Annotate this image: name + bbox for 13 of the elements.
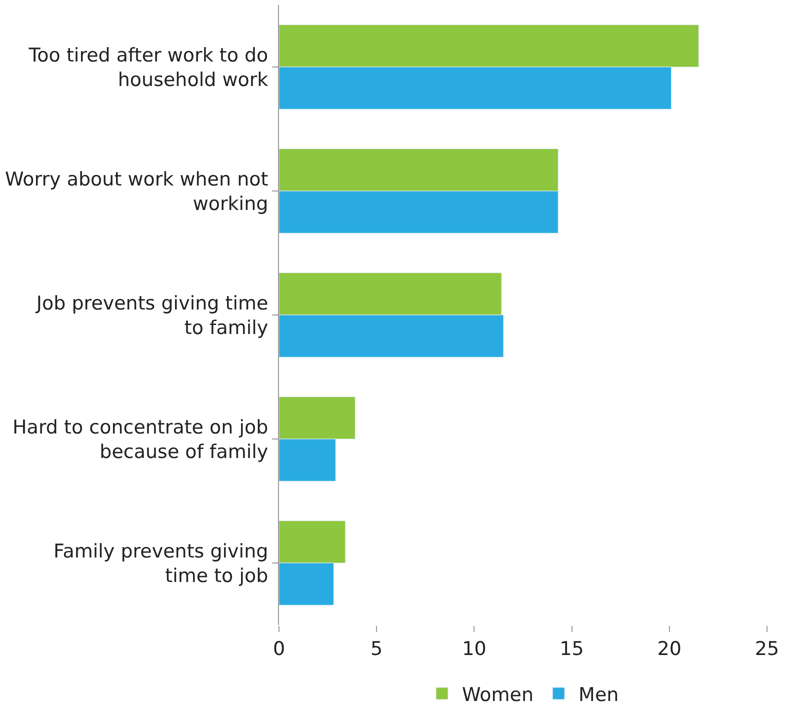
x-tick-label: 20: [657, 638, 682, 660]
y-tick-label: Worry about work when not working: [4, 168, 268, 215]
x-tick-label: 0: [272, 638, 286, 660]
x-tick-label: 15: [560, 638, 584, 660]
x-tick-label: 25: [754, 638, 780, 660]
legend-label: Women: [462, 684, 534, 706]
y-tick-label: Too tired after work to do household work: [28, 44, 268, 91]
x-tick-label: 10: [462, 638, 486, 660]
y-tick-label: Family prevents giving time to job: [54, 540, 268, 587]
x-tick-label: 5: [370, 638, 383, 660]
y-tick-label: Job prevents giving time to family: [35, 292, 268, 339]
y-tick-label: Hard to concentrate on job because of family: [12, 416, 268, 463]
legend-label: Men: [578, 684, 619, 706]
